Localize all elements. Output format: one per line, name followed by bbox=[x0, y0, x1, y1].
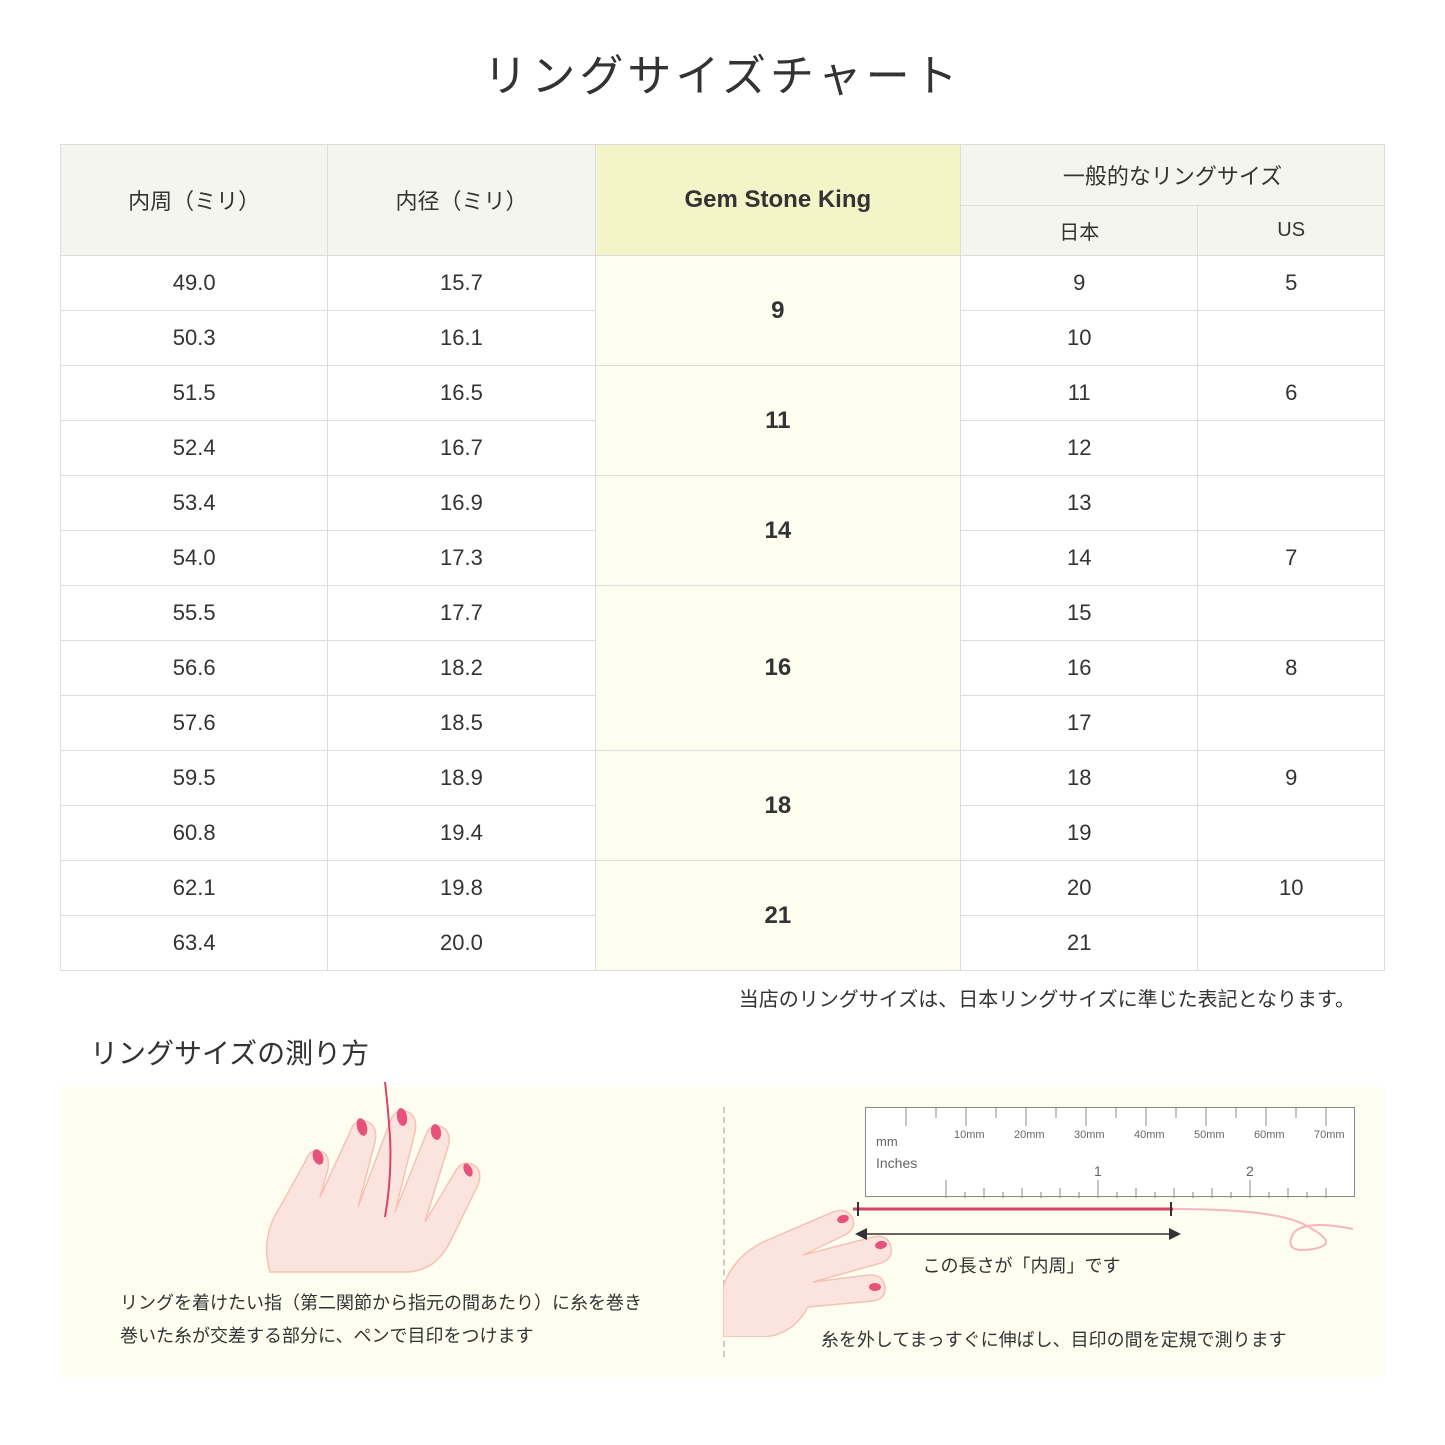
cell-jp: 19 bbox=[961, 806, 1198, 861]
cell-jp: 15 bbox=[961, 586, 1198, 641]
table-row: 51.516.511116 bbox=[61, 366, 1385, 421]
cell-dia: 17.3 bbox=[328, 531, 595, 586]
cell-us: 5 bbox=[1198, 256, 1385, 311]
cell-dia: 16.9 bbox=[328, 476, 595, 531]
cell-gsk: 21 bbox=[595, 861, 960, 971]
howto-right-panel: mm 10mm 20mm 30mm 40mm 50mm 60mm 70mm In… bbox=[723, 1087, 1386, 1377]
cell-us: 8 bbox=[1198, 641, 1385, 696]
cell-us: 6 bbox=[1198, 366, 1385, 421]
cell-dia: 18.9 bbox=[328, 751, 595, 806]
table-note: 当店のリングサイズは、日本リングサイズに準じた表記となります。 bbox=[60, 983, 1385, 1012]
svg-text:70mm: 70mm bbox=[1314, 1129, 1345, 1141]
table-row: 53.416.91413 bbox=[61, 476, 1385, 531]
svg-text:20mm: 20mm bbox=[1014, 1129, 1045, 1141]
cell-circ: 57.6 bbox=[61, 696, 328, 751]
cell-gsk: 18 bbox=[595, 751, 960, 861]
cell-us bbox=[1198, 421, 1385, 476]
cell-jp: 9 bbox=[961, 256, 1198, 311]
cell-circ: 53.4 bbox=[61, 476, 328, 531]
cell-us bbox=[1198, 311, 1385, 366]
cell-jp: 12 bbox=[961, 421, 1198, 476]
cell-circ: 51.5 bbox=[61, 366, 328, 421]
cell-us: 10 bbox=[1198, 861, 1385, 916]
header-diameter: 内径（ミリ） bbox=[328, 145, 595, 256]
svg-text:40mm: 40mm bbox=[1134, 1129, 1165, 1141]
cell-dia: 16.5 bbox=[328, 366, 595, 421]
cell-gsk: 9 bbox=[595, 256, 960, 366]
cell-dia: 18.5 bbox=[328, 696, 595, 751]
cell-us bbox=[1198, 916, 1385, 971]
cell-circ: 63.4 bbox=[61, 916, 328, 971]
cell-dia: 15.7 bbox=[328, 256, 595, 311]
howto-panel: リングを着けたい指（第二関節から指元の間あたり）に糸を巻き巻いた糸が交差する部分… bbox=[60, 1087, 1385, 1377]
svg-text:1: 1 bbox=[1094, 1163, 1102, 1179]
cell-circ: 52.4 bbox=[61, 421, 328, 476]
cell-dia: 18.2 bbox=[328, 641, 595, 696]
cell-jp: 14 bbox=[961, 531, 1198, 586]
cell-dia: 19.8 bbox=[328, 861, 595, 916]
ruler-illustration: mm 10mm 20mm 30mm 40mm 50mm 60mm 70mm In… bbox=[865, 1107, 1355, 1197]
header-japan: 日本 bbox=[961, 206, 1198, 256]
cell-jp: 18 bbox=[961, 751, 1198, 806]
cell-jp: 13 bbox=[961, 476, 1198, 531]
cell-us bbox=[1198, 806, 1385, 861]
cell-circ: 49.0 bbox=[61, 256, 328, 311]
page-title: リングサイズチャート bbox=[60, 40, 1385, 104]
cell-us bbox=[1198, 586, 1385, 641]
cell-circ: 62.1 bbox=[61, 861, 328, 916]
svg-text:60mm: 60mm bbox=[1254, 1129, 1285, 1141]
howto-left-panel: リングを着けたい指（第二関節から指元の間あたり）に糸を巻き巻いた糸が交差する部分… bbox=[60, 1087, 723, 1377]
svg-text:30mm: 30mm bbox=[1074, 1129, 1105, 1141]
table-body: 49.015.799550.316.11051.516.51111652.416… bbox=[61, 256, 1385, 971]
measure-label: この長さが「内周」です bbox=[923, 1252, 1121, 1278]
table-row: 55.517.71615 bbox=[61, 586, 1385, 641]
cell-us: 9 bbox=[1198, 751, 1385, 806]
measure-arrow bbox=[853, 1222, 1193, 1252]
cell-us bbox=[1198, 476, 1385, 531]
hand-left-illustration bbox=[210, 1077, 590, 1277]
table-row: 62.119.8212010 bbox=[61, 861, 1385, 916]
howto-right-caption: 糸を外してまっすぐに伸ばし、目印の間を定規で測ります bbox=[753, 1326, 1356, 1352]
cell-jp: 21 bbox=[961, 916, 1198, 971]
header-circumference: 内周（ミリ） bbox=[61, 145, 328, 256]
cell-circ: 54.0 bbox=[61, 531, 328, 586]
cell-jp: 11 bbox=[961, 366, 1198, 421]
header-us: US bbox=[1198, 206, 1385, 256]
cell-circ: 50.3 bbox=[61, 311, 328, 366]
header-gsk: Gem Stone King bbox=[595, 145, 960, 256]
cell-jp: 17 bbox=[961, 696, 1198, 751]
cell-gsk: 16 bbox=[595, 586, 960, 751]
cell-us: 7 bbox=[1198, 531, 1385, 586]
cell-dia: 16.7 bbox=[328, 421, 595, 476]
cell-dia: 20.0 bbox=[328, 916, 595, 971]
cell-dia: 16.1 bbox=[328, 311, 595, 366]
ring-size-table: 内周（ミリ） 内径（ミリ） Gem Stone King 一般的なリングサイズ … bbox=[60, 144, 1385, 971]
cell-us bbox=[1198, 696, 1385, 751]
cell-circ: 59.5 bbox=[61, 751, 328, 806]
svg-text:10mm: 10mm bbox=[954, 1129, 985, 1141]
table-row: 49.015.7995 bbox=[61, 256, 1385, 311]
cell-circ: 56.6 bbox=[61, 641, 328, 696]
cell-jp: 10 bbox=[961, 311, 1198, 366]
svg-text:2: 2 bbox=[1246, 1163, 1254, 1179]
cell-gsk: 11 bbox=[595, 366, 960, 476]
cell-circ: 60.8 bbox=[61, 806, 328, 861]
howto-left-caption: リングを着けたい指（第二関節から指元の間あたり）に糸を巻き巻いた糸が交差する部分… bbox=[120, 1287, 693, 1352]
svg-text:50mm: 50mm bbox=[1194, 1129, 1225, 1141]
cell-circ: 55.5 bbox=[61, 586, 328, 641]
ruler-mm-label: mm bbox=[876, 1134, 898, 1149]
table-row: 59.518.918189 bbox=[61, 751, 1385, 806]
cell-jp: 20 bbox=[961, 861, 1198, 916]
cell-jp: 16 bbox=[961, 641, 1198, 696]
cell-dia: 17.7 bbox=[328, 586, 595, 641]
ruler-inches-label: Inches bbox=[876, 1155, 917, 1171]
header-general: 一般的なリングサイズ bbox=[961, 145, 1385, 206]
howto-title: リングサイズの測り方 bbox=[60, 1032, 1385, 1072]
cell-gsk: 14 bbox=[595, 476, 960, 586]
cell-dia: 19.4 bbox=[328, 806, 595, 861]
